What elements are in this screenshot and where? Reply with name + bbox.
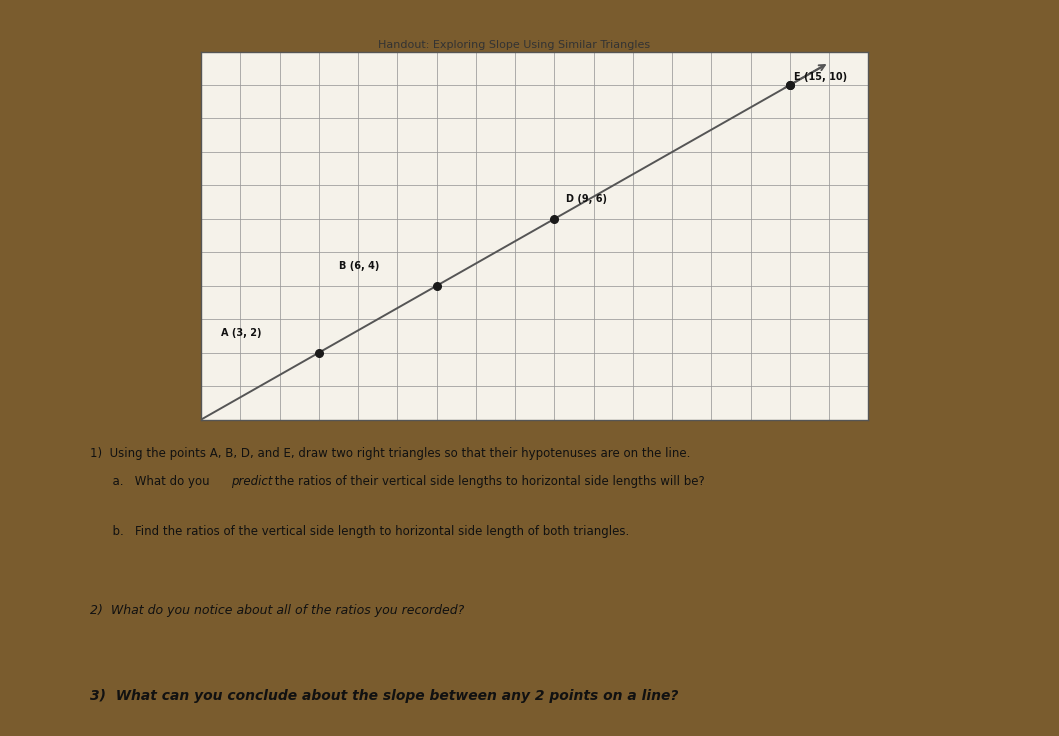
Text: 2)  What do you notice about all of the ratios you recorded?: 2) What do you notice about all of the r… <box>90 604 464 617</box>
Text: B (6, 4): B (6, 4) <box>339 261 379 271</box>
Text: a.   What do you: a. What do you <box>90 475 214 488</box>
Text: the ratios of their vertical side lengths to horizontal side lengths will be?: the ratios of their vertical side length… <box>271 475 705 488</box>
Text: b.   Find the ratios of the vertical side length to horizontal side length of bo: b. Find the ratios of the vertical side … <box>90 526 629 538</box>
Text: D (9, 6): D (9, 6) <box>567 194 607 204</box>
Text: A (3, 2): A (3, 2) <box>221 328 262 338</box>
Text: Handout: Exploring Slope Using Similar Triangles: Handout: Exploring Slope Using Similar T… <box>378 40 649 50</box>
Text: 1)  Using the points A, B, D, and E, draw two right triangles so that their hypo: 1) Using the points A, B, D, and E, draw… <box>90 447 690 460</box>
Text: 3)  What can you conclude about the slope between any 2 points on a line?: 3) What can you conclude about the slope… <box>90 690 679 704</box>
Text: E (15, 10): E (15, 10) <box>794 72 847 82</box>
Text: predict: predict <box>231 475 272 488</box>
